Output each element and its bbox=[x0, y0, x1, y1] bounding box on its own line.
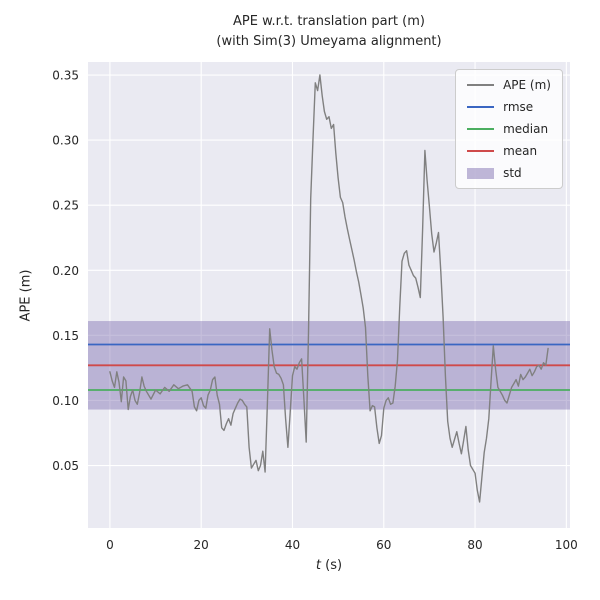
x-tick-label: 80 bbox=[467, 538, 482, 552]
legend-band-sample bbox=[467, 167, 495, 179]
x-tick-label: 0 bbox=[106, 538, 114, 552]
y-tick-label: 0.10 bbox=[52, 394, 79, 408]
x-tick-label: 40 bbox=[285, 538, 300, 552]
x-tick-label: 20 bbox=[194, 538, 209, 552]
x-tick-label: 60 bbox=[376, 538, 391, 552]
legend-item-std: std bbox=[467, 165, 551, 181]
y-tick-label: 0.35 bbox=[52, 69, 79, 83]
y-axis-label: APE (m) bbox=[18, 269, 34, 322]
legend-label: median bbox=[503, 122, 549, 136]
x-axis-label: t (s) bbox=[229, 558, 429, 573]
legend-label: rmse bbox=[503, 100, 534, 114]
legend: APE (m) rmse median mean std bbox=[455, 69, 563, 189]
legend-item-mean: mean bbox=[467, 143, 551, 159]
y-tick-label: 0.20 bbox=[52, 264, 79, 278]
legend-item-ape-m-: APE (m) bbox=[467, 77, 551, 93]
legend-line-sample bbox=[467, 128, 495, 130]
legend-line-sample bbox=[467, 84, 495, 86]
legend-line-sample bbox=[467, 106, 495, 108]
y-tick-label: 0.15 bbox=[52, 329, 79, 343]
chart-title-line1: APE w.r.t. translation part (m) bbox=[233, 14, 425, 29]
x-axis-label-unit: (s) bbox=[321, 558, 343, 573]
legend-line-sample bbox=[467, 150, 495, 152]
ape-trace bbox=[109, 74, 549, 503]
chart-title-line2: (with Sim(3) Umeyama alignment) bbox=[216, 34, 442, 50]
legend-label: APE (m) bbox=[503, 78, 551, 92]
y-tick-label: 0.05 bbox=[52, 459, 79, 473]
y-tick-label: 0.25 bbox=[52, 199, 79, 213]
legend-label: std bbox=[503, 166, 522, 180]
legend-item-rmse: rmse bbox=[467, 99, 551, 115]
x-tick-label: 100 bbox=[555, 538, 578, 552]
legend-label: mean bbox=[503, 144, 538, 158]
legend-item-median: median bbox=[467, 121, 551, 137]
y-tick-label: 0.30 bbox=[52, 134, 79, 148]
x-axis-label-variable: t bbox=[315, 558, 322, 573]
chart-title: APE w.r.t. translation part (m) (with Si… bbox=[29, 12, 600, 52]
